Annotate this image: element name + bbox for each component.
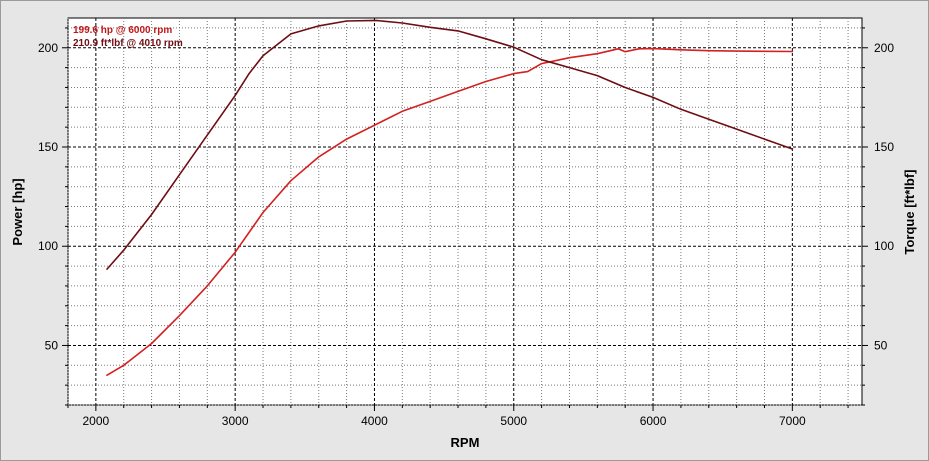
torque-peak-annotation: 210.9 ft*lbf @ 4010 rpm xyxy=(73,38,183,49)
x-tick-label: 7000 xyxy=(779,414,806,428)
power-peak-annotation: 199.6 hp @ 6000 rpm xyxy=(73,25,172,36)
ticks: 2000 3000 4000 5000 6000 7000 50 50 100 100 150 150… xyxy=(38,27,894,428)
power-curve xyxy=(106,47,794,377)
y-left-tick-label: 200 xyxy=(38,41,58,55)
y-left-tick-label: 150 xyxy=(38,140,58,154)
y-right-tick-label: 200 xyxy=(874,41,894,55)
x-tick-label: 5000 xyxy=(500,414,527,428)
grid xyxy=(67,18,862,406)
y-right-tick-label: 150 xyxy=(874,140,894,154)
x-tick-label: 4000 xyxy=(361,414,388,428)
left-axis-title: Power [hp] xyxy=(10,178,25,245)
torque-curve xyxy=(106,19,794,270)
x-axis-title: RPM xyxy=(451,435,480,450)
y-right-tick-label: 50 xyxy=(874,338,888,352)
plot-area xyxy=(67,17,863,406)
x-tick-label: 6000 xyxy=(640,414,667,428)
y-left-tick-label: 50 xyxy=(45,338,59,352)
y-left-tick-label: 100 xyxy=(38,239,58,253)
y-right-tick-label: 100 xyxy=(874,239,894,253)
x-tick-label: 3000 xyxy=(222,414,249,428)
right-axis-title: Torque [ft*lbf] xyxy=(902,170,917,255)
x-tick-label: 2000 xyxy=(83,414,110,428)
series xyxy=(106,19,794,377)
